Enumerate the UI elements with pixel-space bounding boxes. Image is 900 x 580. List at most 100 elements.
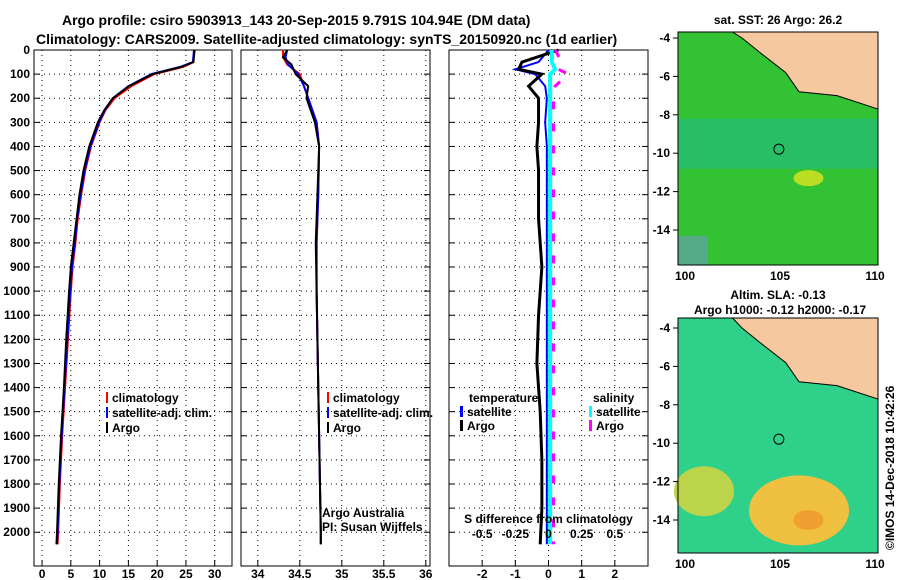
legend-swatch — [327, 422, 329, 433]
series-argo — [55, 49, 196, 545]
x2-tick-label: -0.5 — [472, 527, 493, 541]
legend-swatch — [589, 420, 592, 431]
lat-tick-label: -12 — [653, 475, 671, 489]
x2-tick-label: -0.25 — [502, 527, 530, 541]
x-tick-label: 34 — [251, 567, 265, 580]
lon-tick-label: 105 — [770, 269, 790, 283]
x-axis-label-2: S difference from climatology — [464, 512, 633, 526]
series-t-argo — [516, 48, 559, 545]
x-tick-label: 20 — [150, 567, 164, 580]
sla-peak — [793, 510, 824, 530]
series-argo — [281, 49, 322, 545]
lat-tick-label: -6 — [659, 69, 670, 83]
x2-tick-label: 0.5 — [606, 527, 623, 541]
legend-swatch — [460, 420, 463, 431]
map-frame — [677, 317, 879, 554]
x-tick-label: 30 — [208, 567, 222, 580]
sst-map: -4 -6 -8 -10 -12 -14 100 105 110 — [653, 31, 885, 283]
x-tick-label: 2 — [611, 567, 618, 580]
sst-map-title: sat. SST: 26 Argo: 26.2 — [714, 13, 843, 27]
depth-tick-label: 300 — [10, 115, 30, 129]
legend-title: temperature — [469, 391, 539, 405]
title-line2: Climatology: CARS2009. Satellite-adjuste… — [36, 31, 618, 47]
lon-tick-label: 110 — [865, 557, 885, 571]
legend-label: satellite-adj. clim. — [112, 406, 212, 420]
depth-tick-label: 700 — [10, 212, 30, 226]
sst-coastal — [678, 235, 708, 265]
x-tick-label: 35.5 — [372, 567, 396, 580]
depth-tick-label: 1300 — [3, 356, 30, 370]
x-tick-label: 35 — [335, 567, 349, 580]
depth-tick-label: 600 — [10, 188, 30, 202]
plot-frame — [240, 49, 431, 567]
map-frame — [677, 31, 879, 266]
sla-high-patch — [749, 475, 849, 546]
legend-label: climatology — [333, 391, 400, 405]
sla-map-title-2: Argo h1000: -0.12 h2000: -0.17 — [694, 303, 866, 317]
lat-tick-label: -8 — [659, 108, 670, 122]
sst-band — [678, 118, 878, 169]
lon-tick-label: 105 — [770, 557, 790, 571]
x-tick-label: -2 — [477, 567, 488, 580]
legend-swatch — [106, 407, 108, 418]
lat-tick-label: -14 — [653, 223, 671, 237]
sla-map: -4 -6 -8 -10 -12 -14 100 105 110 — [653, 317, 885, 571]
legend-swatch — [327, 392, 329, 403]
depth-tick-label: 1200 — [3, 332, 30, 346]
depth-tick-label: 1400 — [3, 381, 30, 395]
x-tick-label: 15 — [122, 567, 136, 580]
legend-swatch — [106, 422, 108, 433]
legend-swatch — [460, 406, 463, 417]
legend-label: satellite — [596, 405, 641, 419]
x-tick-label: 1 — [578, 567, 585, 580]
lat-tick-label: -6 — [659, 359, 670, 373]
series-climatology — [56, 49, 196, 545]
legend-label: satellite — [467, 405, 512, 419]
depth-tick-label: 1700 — [3, 453, 30, 467]
series-satellite-adj-clim- — [56, 49, 196, 545]
legend-swatch — [589, 406, 592, 417]
depth-tick-label: 1600 — [3, 429, 30, 443]
depth-tick-label: 100 — [10, 67, 30, 81]
sla-patch — [674, 466, 734, 517]
lat-tick-label: -8 — [659, 398, 670, 412]
lon-tick-label: 100 — [675, 269, 695, 283]
depth-tick-label: 500 — [10, 164, 30, 178]
depth-tick-label: 1000 — [3, 284, 30, 298]
x2-tick-label: 0.25 — [570, 527, 594, 541]
x-tick-label: 25 — [179, 567, 193, 580]
x-tick-label: -1 — [510, 567, 521, 580]
series-t-satellite — [511, 49, 550, 545]
depth-tick-label: 1800 — [3, 477, 30, 491]
lon-tick-label: 110 — [865, 269, 885, 283]
depth-tick-label: 0 — [23, 43, 30, 57]
x-tick-label: 10 — [93, 567, 107, 580]
legend-label: climatology — [112, 391, 179, 405]
depth-tick-label: 1100 — [4, 308, 30, 322]
legend-title: salinity — [593, 391, 635, 405]
depth-tick-label: 1900 — [3, 501, 30, 515]
credit-text: ©IMOS 14-Dec-2018 10:42:26 — [883, 385, 897, 550]
lat-tick-label: -4 — [659, 321, 670, 335]
depth-tick-label: 400 — [10, 139, 30, 153]
x2-tick-label: 0 — [545, 527, 552, 541]
argo-float-marker — [773, 143, 785, 155]
series-s-argo — [551, 49, 572, 545]
sla-map-title-1: Altim. SLA: -0.13 — [730, 288, 826, 302]
legend-label: Argo — [333, 421, 361, 435]
legend-swatch — [106, 392, 108, 403]
lat-tick-label: -12 — [653, 185, 671, 199]
legend-swatch — [327, 407, 329, 418]
x-tick-label: 5 — [67, 567, 74, 580]
depth-tick-label: 800 — [10, 236, 30, 250]
depth-tick-label: 200 — [10, 91, 30, 105]
argo-float-marker — [773, 433, 785, 445]
legend-label: Argo — [467, 419, 495, 433]
plot-frame — [33, 49, 233, 567]
legend-label: satellite-adj. clim. — [333, 406, 433, 420]
lat-tick-label: -10 — [653, 436, 671, 450]
annotation: Argo Australia — [322, 506, 405, 520]
depth-tick-label: 900 — [10, 260, 30, 274]
